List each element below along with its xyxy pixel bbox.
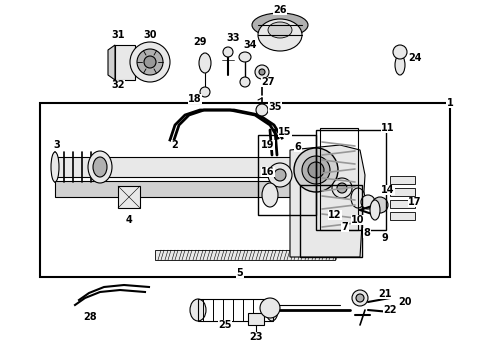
Text: 2: 2 [172, 140, 178, 150]
Text: 16: 16 [261, 167, 275, 177]
Ellipse shape [259, 69, 265, 75]
Text: 30: 30 [143, 30, 157, 40]
Text: 3: 3 [53, 140, 60, 150]
Ellipse shape [393, 45, 407, 59]
Bar [390, 188, 415, 196]
Ellipse shape [356, 294, 364, 302]
Text: 21: 21 [378, 289, 392, 299]
Text: 25: 25 [218, 320, 232, 330]
Bar [248, 313, 264, 325]
Text: 34: 34 [243, 40, 257, 50]
Ellipse shape [274, 169, 286, 181]
Text: 28: 28 [83, 312, 97, 322]
Ellipse shape [239, 52, 251, 62]
Ellipse shape [332, 178, 352, 198]
Text: 20: 20 [398, 297, 412, 307]
Ellipse shape [352, 290, 368, 306]
Text: 7: 7 [342, 222, 348, 232]
Ellipse shape [51, 152, 59, 182]
Ellipse shape [256, 104, 268, 116]
Ellipse shape [88, 151, 112, 183]
Text: 10: 10 [351, 215, 365, 225]
Text: 18: 18 [188, 94, 202, 104]
Polygon shape [108, 45, 115, 80]
Text: 32: 32 [111, 80, 125, 90]
Bar [40, 103, 450, 277]
Text: 14: 14 [381, 185, 395, 195]
Ellipse shape [262, 183, 278, 207]
Text: 4: 4 [125, 215, 132, 225]
Text: 22: 22 [383, 305, 397, 315]
Polygon shape [290, 145, 365, 257]
Ellipse shape [372, 197, 388, 213]
Bar [390, 176, 415, 184]
Ellipse shape [370, 200, 380, 220]
Text: 17: 17 [408, 197, 422, 207]
Ellipse shape [93, 157, 107, 177]
Polygon shape [115, 45, 135, 80]
Text: 11: 11 [381, 123, 395, 133]
Text: 5: 5 [237, 268, 244, 278]
Ellipse shape [130, 42, 170, 82]
Bar [55, 181, 350, 197]
Ellipse shape [200, 87, 210, 97]
Text: 15: 15 [278, 127, 292, 137]
Text: 29: 29 [193, 37, 207, 47]
Ellipse shape [190, 299, 206, 321]
Bar [258, 135, 316, 215]
Ellipse shape [268, 22, 292, 38]
Ellipse shape [361, 195, 375, 209]
Ellipse shape [223, 47, 233, 57]
Bar [118, 186, 140, 208]
Ellipse shape [252, 13, 308, 37]
Ellipse shape [337, 183, 347, 193]
Ellipse shape [266, 299, 278, 321]
Bar [316, 130, 386, 230]
Bar [390, 200, 415, 208]
Bar [300, 185, 362, 257]
Text: 12: 12 [328, 210, 342, 220]
Text: 27: 27 [261, 77, 275, 87]
Ellipse shape [255, 65, 269, 79]
Text: 31: 31 [111, 30, 125, 40]
Text: 1: 1 [446, 98, 453, 108]
Text: 23: 23 [249, 332, 263, 342]
Ellipse shape [294, 148, 338, 192]
Bar [198, 299, 273, 321]
Bar [55, 157, 350, 177]
Ellipse shape [302, 156, 330, 184]
Text: 8: 8 [364, 228, 370, 238]
Ellipse shape [144, 56, 156, 68]
Ellipse shape [199, 53, 211, 73]
Ellipse shape [240, 77, 250, 87]
Ellipse shape [268, 163, 292, 187]
Text: 6: 6 [294, 142, 301, 152]
Text: 9: 9 [382, 233, 389, 243]
Ellipse shape [137, 49, 163, 75]
Text: 33: 33 [226, 33, 240, 43]
Bar [390, 212, 415, 220]
Bar [320, 128, 358, 230]
Bar [155, 250, 335, 260]
Ellipse shape [395, 55, 405, 75]
Ellipse shape [260, 298, 280, 318]
Text: 35: 35 [268, 102, 282, 112]
Ellipse shape [308, 162, 324, 178]
Ellipse shape [351, 188, 365, 208]
Text: 24: 24 [408, 53, 422, 63]
Text: 26: 26 [273, 5, 287, 15]
Text: 19: 19 [261, 140, 275, 150]
Ellipse shape [258, 19, 302, 51]
